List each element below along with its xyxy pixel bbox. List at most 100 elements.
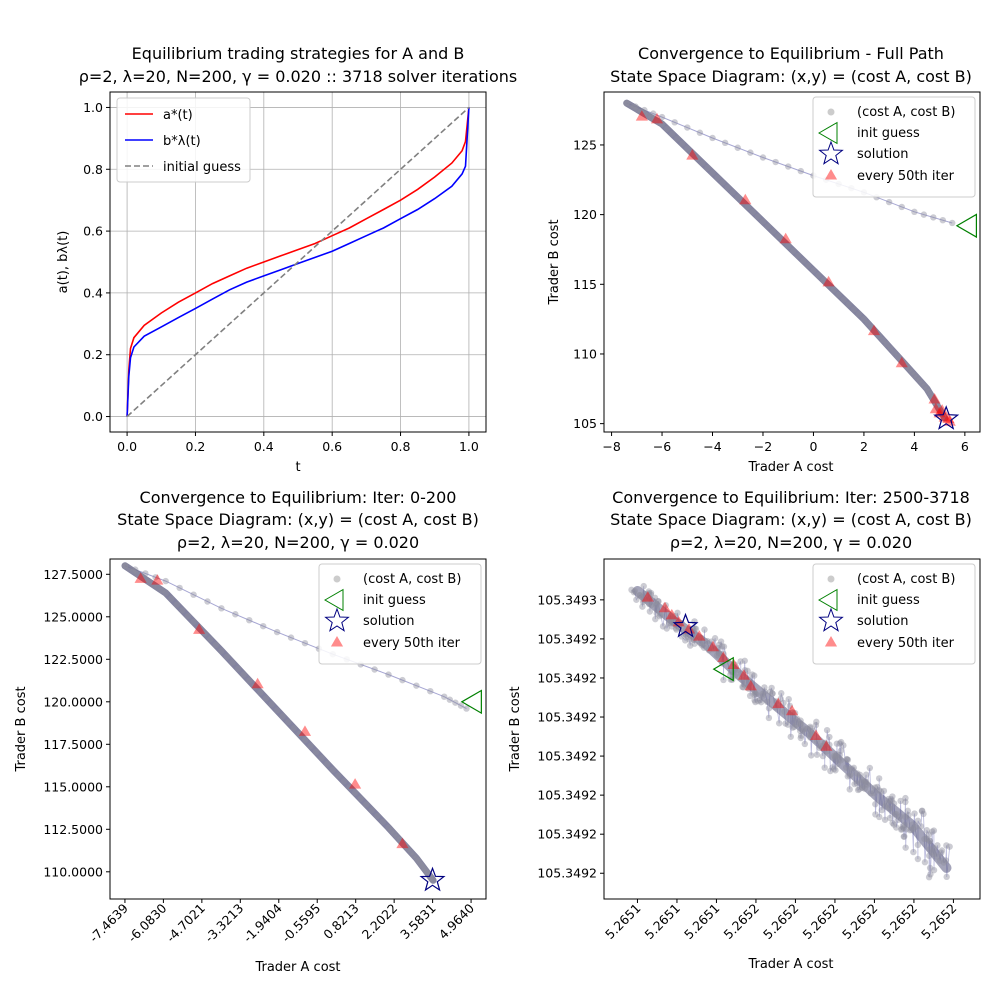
panel1-series-group — [126, 106, 470, 418]
panel4-point — [920, 810, 927, 818]
panel4-legend-label: solution — [857, 614, 908, 629]
panel3-axes-frame — [109, 558, 487, 900]
panel4-point — [846, 772, 853, 779]
panel4-point — [769, 690, 776, 697]
panel4-init-guess-marker — [712, 656, 734, 682]
panel4-point — [888, 797, 895, 804]
panel3-lower-point — [162, 589, 169, 597]
panel4-ytick-label: 105.3493 — [537, 592, 597, 607]
panel3-upper-point — [457, 702, 465, 709]
panel4-point — [668, 623, 676, 630]
panel4-point — [880, 787, 888, 795]
panel3-legend: (cost A, cost B) init guess solution every … — [318, 563, 482, 665]
panel4-point — [647, 589, 655, 597]
panel4-point — [854, 770, 861, 777]
panel2-lower-point — [790, 247, 797, 255]
panel4-point — [861, 785, 868, 792]
panel4-point — [881, 816, 889, 823]
panel4-point — [682, 626, 690, 633]
panel3-lower-point — [168, 595, 175, 602]
panel2-lower-point — [709, 169, 716, 177]
panel1-xtick-label: 0.8 — [391, 439, 411, 454]
panel2-upper-point — [949, 219, 956, 227]
panel4-point — [692, 625, 700, 633]
panel4-point — [772, 698, 780, 705]
panel4-point — [902, 813, 909, 821]
panel4-every50-marker — [772, 697, 785, 709]
panel4-point — [886, 804, 893, 812]
panel4-point — [813, 751, 821, 758]
panel4-point — [739, 683, 746, 691]
panel2-lower-point — [689, 150, 696, 157]
panel4-point — [898, 826, 905, 833]
panel4-point — [900, 824, 907, 832]
panel4-point — [672, 625, 680, 632]
panel4-point — [652, 601, 660, 609]
panel2-every50-marker — [943, 415, 956, 426]
panel4-every50-marker — [744, 679, 757, 691]
panel4-point — [819, 752, 827, 760]
panel4-point — [929, 848, 936, 856]
panel4-xlabel: Trader A cost — [747, 957, 833, 972]
panel4-point — [807, 752, 815, 759]
panel2-ytick-label: 115 — [573, 277, 597, 292]
panel3-ytick-label: 120.0000 — [43, 694, 103, 709]
panel2-upper-point — [671, 119, 678, 126]
panel3-upper-point — [441, 693, 448, 700]
panel4-point — [645, 590, 652, 597]
panel4-point — [892, 810, 900, 818]
panel3-upper-point — [427, 687, 434, 695]
panel1-legend-label: initial guess — [163, 160, 241, 175]
panel2-lower-point — [754, 213, 762, 220]
panel4-point — [713, 652, 721, 659]
panel2-lower-point — [779, 237, 787, 245]
panel4-point — [737, 658, 744, 665]
panel4-point — [938, 847, 946, 854]
panel4-point — [863, 780, 870, 788]
panel4-point — [751, 697, 758, 704]
panel1-series-line-2 — [126, 106, 470, 418]
panel2-legend-marker-points — [827, 108, 835, 116]
panel2-every50-marker — [928, 392, 941, 404]
panel4-point — [797, 734, 804, 742]
panel3-legend-label: every 50th iter — [363, 636, 461, 651]
panel4-point — [740, 681, 748, 688]
panel4-point — [741, 667, 749, 674]
panel3-upper-point — [218, 605, 225, 612]
panel2-lower-point — [764, 223, 772, 230]
panel1-ytick-label: 1.0 — [83, 100, 103, 115]
panel2-solution-marker — [933, 405, 960, 430]
panel4-point — [691, 640, 698, 647]
panel4-point — [692, 632, 700, 639]
panel4-point — [899, 823, 906, 830]
panel3-lower-point — [179, 607, 186, 614]
panel4-point — [832, 767, 839, 774]
panel4-point — [654, 598, 662, 605]
panel1-axes-frame — [109, 91, 487, 433]
panel3-lower-point — [207, 636, 214, 643]
panel4-point — [854, 786, 862, 794]
panel4-point — [697, 640, 704, 647]
panel4-point — [744, 667, 751, 675]
panel3-xtick-label: -1.9404 — [240, 900, 285, 945]
panel4-point — [837, 757, 844, 764]
panel4-point — [905, 811, 912, 819]
panel2-every50-marker — [686, 149, 699, 160]
panel4-point — [653, 606, 661, 613]
panel4-point — [807, 731, 815, 738]
panel4-point — [823, 726, 831, 734]
panel4-point — [765, 705, 773, 712]
panel4-point — [741, 657, 748, 664]
panel1-legend-label: a*(t) — [163, 108, 193, 123]
panel4-point — [830, 752, 838, 760]
panel4-point — [752, 690, 759, 698]
panel4-point — [756, 696, 764, 704]
panel2-upper-point — [684, 124, 691, 131]
panel4-point — [789, 724, 796, 731]
panel4-point — [925, 852, 933, 859]
panel3-upper-point — [452, 699, 459, 706]
panel4-point — [901, 833, 908, 840]
panel2-lower-point — [894, 353, 902, 360]
panel3-upper-point — [190, 591, 197, 598]
panel4-point — [918, 807, 926, 815]
